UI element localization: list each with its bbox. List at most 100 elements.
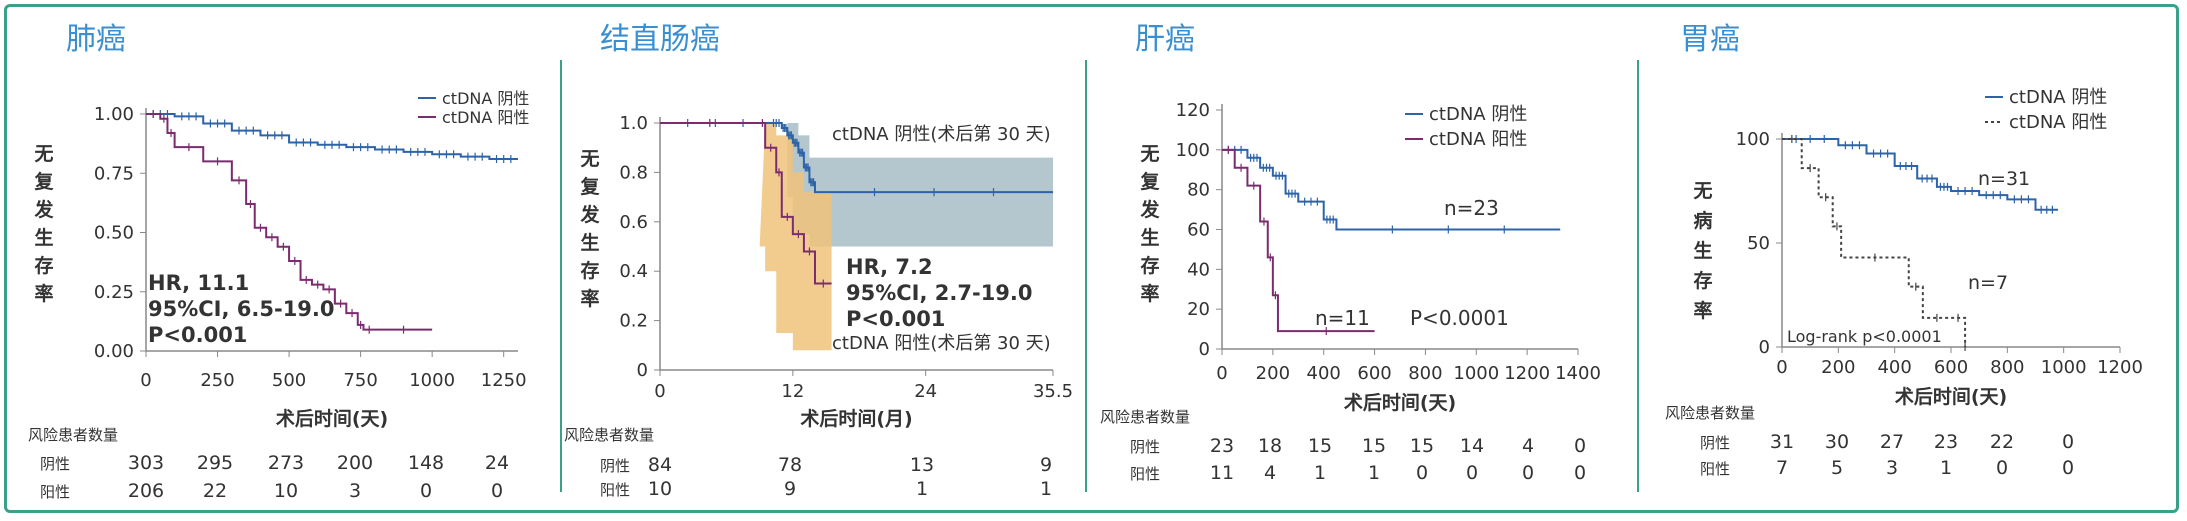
x-tick-label: 0 [1216, 363, 1227, 384]
risk-row-label: 阳性 [40, 483, 70, 501]
x-tick-label: 400 [1307, 363, 1341, 384]
x-tick-label: 750 [343, 370, 377, 391]
panel-divider [560, 60, 562, 492]
y-axis-label: 无 [1140, 143, 1159, 165]
ci-band-positive [759, 123, 832, 351]
chart-panel-2 [1216, 104, 1579, 355]
risk-value: 27 [1880, 431, 1904, 453]
x-tick-label: 1400 [1555, 363, 1601, 384]
series-label: ctDNA 阴性(术后第 30 天) [832, 124, 1051, 145]
y-axis-label: 率 [34, 282, 53, 305]
risk-value: 4 [1264, 462, 1276, 484]
y-tick-label: 60 [1187, 220, 1210, 241]
risk-value: 1 [1940, 457, 1952, 479]
annotation: P<0.0001 [1410, 306, 1509, 330]
risk-value: 0 [420, 480, 432, 502]
annotation: n=11 [1315, 306, 1370, 330]
legend-label: ctDNA 阴性 [2009, 87, 2107, 108]
risk-value: 18 [1258, 435, 1282, 457]
risk-value: 15 [1362, 435, 1386, 457]
risk-row-label: 阳性 [1130, 465, 1160, 483]
x-axis-label: 术后时间(天) [1895, 386, 2007, 408]
y-tick-label: 0 [1199, 339, 1210, 360]
x-axis-label: 术后时间(天) [276, 408, 388, 430]
risk-value: 5 [1831, 457, 1843, 479]
x-tick-label: 0 [1776, 357, 1787, 378]
y-tick-label: 0.50 [94, 223, 134, 244]
x-tick-label: 0 [654, 381, 665, 402]
risk-value: 3 [1886, 457, 1898, 479]
km-curve-positive [1222, 148, 1375, 333]
risk-value: 1 [916, 478, 928, 500]
panel-title-gastric: 胃癌 [1680, 22, 1740, 57]
y-tick-label: 100 [1736, 129, 1770, 150]
y-tick-label: 20 [1187, 299, 1210, 320]
x-tick-label: 800 [1408, 363, 1442, 384]
annotation: n=23 [1444, 196, 1499, 220]
chart-panel-1 [654, 117, 1054, 376]
km-curve-positive [660, 122, 832, 285]
annotation: HR, 7.2 [846, 255, 933, 279]
y-tick-label: 0 [637, 360, 648, 381]
y-axis-label: 率 [580, 287, 599, 310]
y-tick-label: 0.6 [619, 212, 648, 233]
y-tick-label: 1.0 [619, 113, 648, 134]
x-tick-label: 1000 [2041, 357, 2087, 378]
y-axis-label: 生 [580, 231, 599, 254]
risk-value: 9 [784, 478, 796, 500]
y-axis-label: 生 [1140, 226, 1159, 249]
y-tick-label: 0.2 [619, 311, 648, 332]
x-tick-label: 200 [1256, 363, 1290, 384]
y-axis-label: 发 [33, 198, 54, 221]
annotation: P<0.001 [148, 323, 247, 347]
legend-label: ctDNA 阳性 [2009, 112, 2107, 133]
legend-label: ctDNA 阳性 [1429, 129, 1527, 150]
annotation: n=7 [1968, 272, 2008, 294]
risk-value: 13 [910, 454, 934, 476]
y-tick-label: 0.8 [619, 162, 648, 183]
risk-value: 14 [1460, 435, 1484, 457]
risk-row-label: 阳性 [1700, 460, 1730, 478]
x-tick-label: 1200 [1504, 363, 1550, 384]
y-tick-label: 50 [1747, 233, 1770, 254]
risk-value: 15 [1308, 435, 1332, 457]
risk-value: 0 [491, 480, 503, 502]
chart-panel-3 [1776, 96, 2121, 353]
risk-value: 0 [1996, 457, 2008, 479]
x-tick-label: 1000 [409, 370, 455, 391]
y-tick-label: 80 [1187, 180, 1210, 201]
risk-value: 0 [1574, 462, 1586, 484]
x-tick-label: 250 [200, 370, 234, 391]
risk-value: 23 [1934, 431, 1958, 453]
annotation: HR, 11.1 [148, 271, 249, 295]
y-axis-label: 发 [579, 203, 600, 226]
risk-value: 0 [1574, 435, 1586, 457]
legend-label: ctDNA 阴性 [1429, 104, 1527, 125]
y-axis-label: 发 [1139, 198, 1160, 221]
x-tick-label: 1200 [2097, 357, 2143, 378]
risk-value: 206 [128, 480, 164, 502]
risk-value: 15 [1410, 435, 1434, 457]
panel-divider [1085, 60, 1087, 492]
panel-divider [1637, 60, 1639, 492]
x-tick-label: 24 [914, 381, 937, 402]
x-tick-label: 600 [1357, 363, 1391, 384]
y-tick-label: 0.00 [94, 341, 134, 362]
chart-panel-0 [140, 97, 518, 357]
panel-title-lung: 肺癌 [66, 22, 126, 57]
risk-value: 22 [1990, 431, 2014, 453]
risk-value: 22 [203, 480, 227, 502]
risk-value: 0 [1416, 462, 1428, 484]
risk-value: 30 [1825, 431, 1849, 453]
x-tick-label: 35.5 [1033, 381, 1073, 402]
risk-table-header: 风险患者数量 [28, 426, 118, 444]
risk-table-header: 风险患者数量 [564, 426, 654, 444]
risk-value: 0 [2062, 431, 2074, 453]
risk-value: 4 [1522, 435, 1534, 457]
risk-value: 200 [337, 452, 373, 474]
y-axis-label: 复 [579, 175, 600, 198]
annotation: 95%CI, 6.5-19.0 [148, 297, 335, 321]
risk-value: 303 [128, 452, 164, 474]
risk-value: 0 [1466, 462, 1478, 484]
